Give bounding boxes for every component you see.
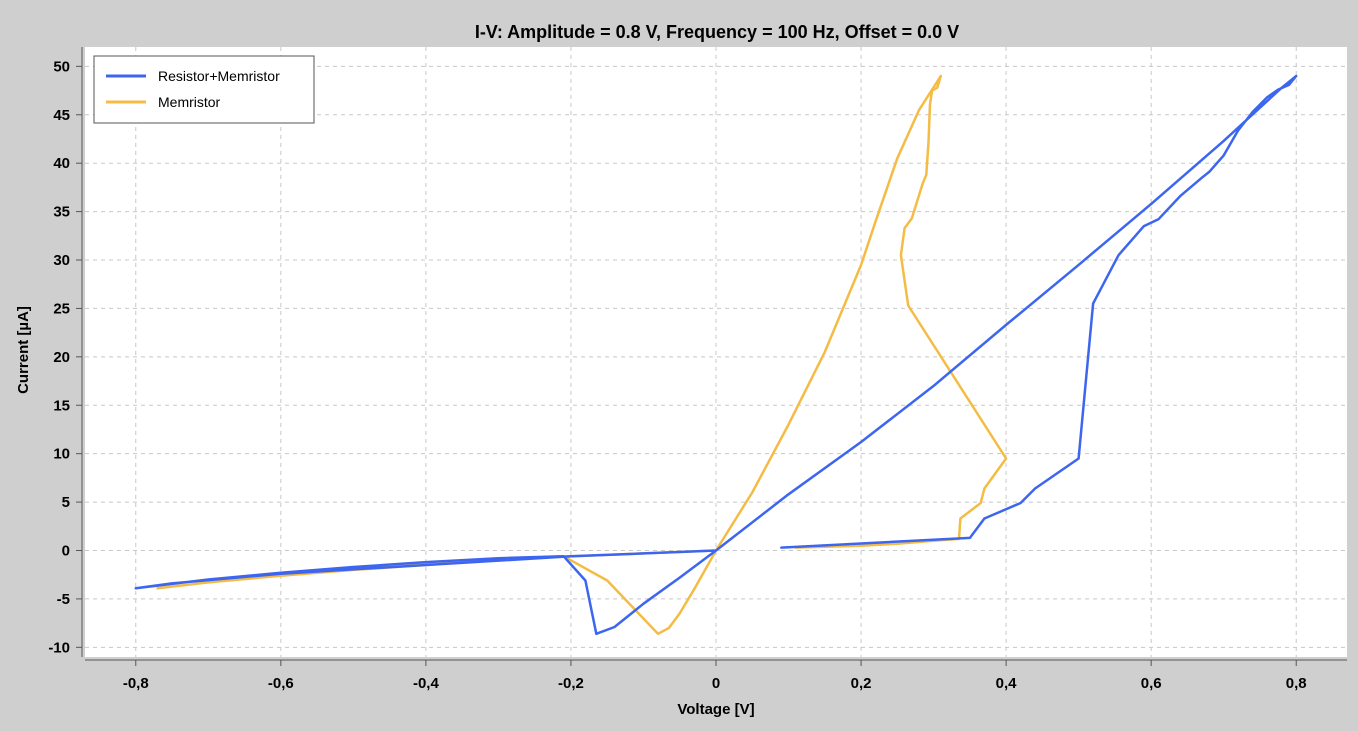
y-axis-label: Current [µA]: [15, 306, 32, 394]
y-tick-label: 5: [62, 494, 70, 511]
x-tick-label: 0,6: [1141, 675, 1162, 692]
x-tick-label: 0,4: [996, 675, 1018, 692]
series-layer: [134, 74, 1298, 636]
x-tick-label: -0,8: [123, 675, 149, 692]
y-tick-label: 50: [53, 58, 70, 75]
x-tick-label: -0,4: [413, 675, 440, 692]
y-tick-label: 30: [53, 252, 70, 269]
series-line-resistor-memristor: [134, 74, 1298, 636]
x-tick-label: -0,6: [268, 675, 294, 692]
x-axis-ticks: -0,8 -0,6 -0,4 -0,2 0 0,2 0,4 0,6 0,8: [123, 660, 1307, 692]
x-tick-label: 0,8: [1286, 675, 1307, 692]
y-tick-label: 25: [53, 300, 70, 317]
legend-box: [93, 55, 315, 124]
y-tick-label: 15: [53, 397, 70, 414]
y-axis-ticks: -10 -5 0 5 10 15 20 25 30 35 40 45 50: [48, 58, 82, 656]
y-tick-label: 40: [53, 155, 70, 172]
x-tick-label: 0: [712, 675, 720, 692]
legend-label-resistor-memristor: Resistor+Memristor: [158, 68, 280, 84]
legend-label-memristor: Memristor: [158, 94, 221, 110]
y-tick-label: 10: [53, 446, 70, 463]
y-tick-label: -10: [48, 639, 70, 656]
x-tick-label: 0,2: [851, 675, 872, 692]
series-line-memristor: [156, 74, 1008, 636]
y-tick-label: 35: [53, 204, 70, 221]
x-axis-label: Voltage [V]: [677, 701, 754, 718]
y-tick-label: 0: [62, 542, 70, 559]
y-tick-label: 45: [53, 107, 70, 124]
legend: Resistor+Memristor Memristor: [93, 55, 315, 124]
chart-title: I-V: Amplitude = 0.8 V, Frequency = 100 …: [475, 22, 959, 42]
y-tick-label: 20: [53, 349, 70, 366]
y-tick-label: -5: [57, 591, 70, 608]
x-tick-label: -0,2: [558, 675, 584, 692]
